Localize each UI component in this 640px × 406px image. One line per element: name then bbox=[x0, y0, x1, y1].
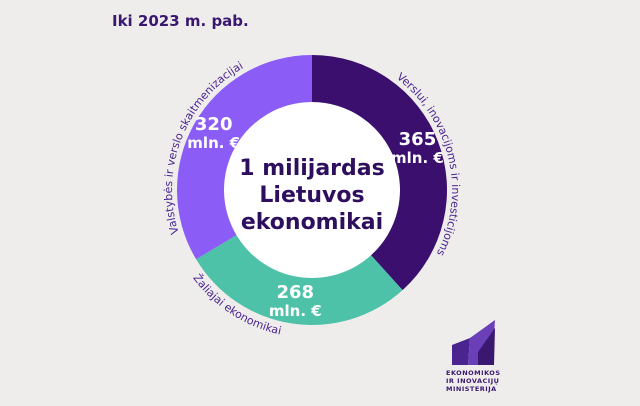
value-label: 320 mln. € bbox=[187, 114, 241, 153]
center-text: 1 milijardas Lietuvos ekonomikai bbox=[239, 156, 385, 235]
value-label: 365 mln. € bbox=[391, 129, 444, 168]
logo-mark bbox=[452, 320, 495, 365]
donut-segment bbox=[177, 55, 312, 260]
title: Iki 2023 m. pab. bbox=[112, 12, 249, 30]
donut-segment bbox=[196, 235, 403, 325]
value-label: 268 mln. € bbox=[268, 281, 322, 320]
logo-text: EKONOMIKOS IR INOVACIJŲ MINISTERIJA bbox=[446, 369, 501, 393]
inner-disc bbox=[224, 102, 400, 278]
donut-segment bbox=[312, 55, 447, 291]
